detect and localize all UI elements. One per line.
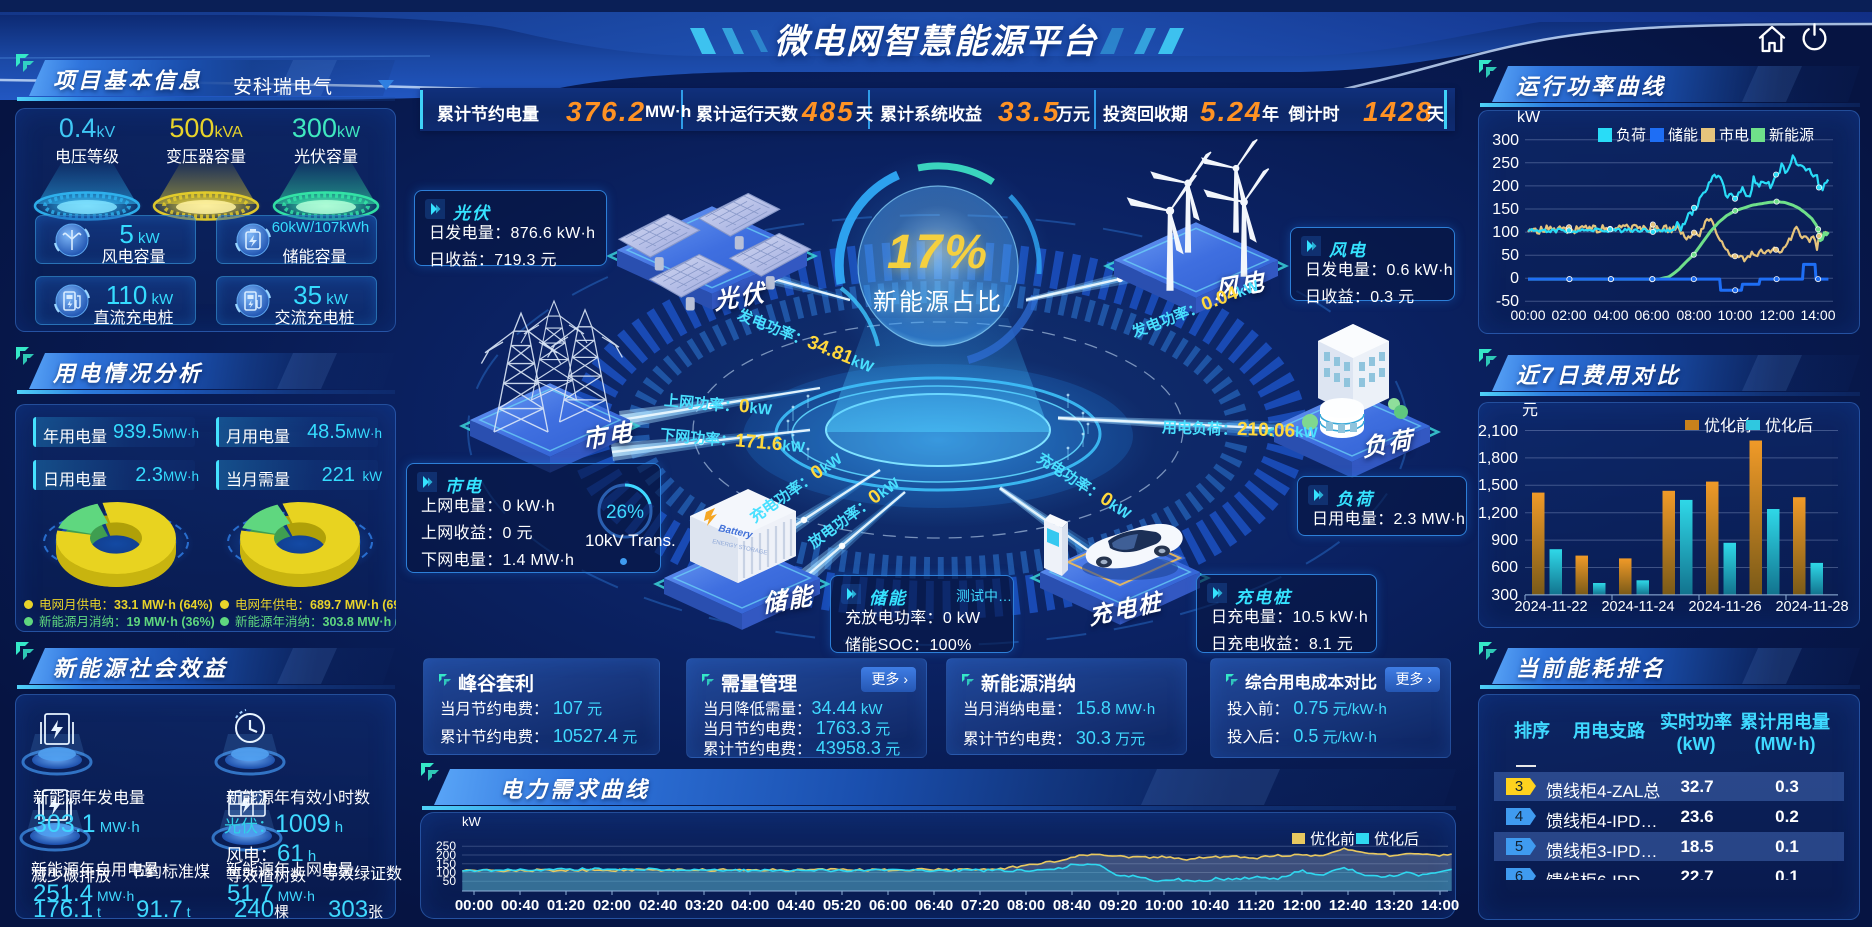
svg-text:10:00: 10:00 bbox=[1145, 897, 1183, 914]
svg-text:优化前: 优化前 bbox=[1704, 417, 1752, 435]
svg-text:12:00: 12:00 bbox=[1283, 897, 1321, 914]
svg-text:06:00: 06:00 bbox=[869, 897, 907, 914]
svg-text:00:00: 00:00 bbox=[455, 897, 493, 914]
svg-text:100: 100 bbox=[1492, 224, 1519, 241]
svg-text:02:00: 02:00 bbox=[1551, 307, 1586, 323]
svg-text:200: 200 bbox=[1492, 178, 1519, 195]
svg-text:00:40: 00:40 bbox=[501, 897, 539, 914]
svg-text:600: 600 bbox=[1491, 559, 1518, 576]
svg-text:1,800: 1,800 bbox=[1478, 450, 1518, 467]
svg-text:2024-11-26: 2024-11-26 bbox=[1688, 599, 1761, 615]
svg-text:11:20: 11:20 bbox=[1237, 897, 1275, 914]
svg-text:10:40: 10:40 bbox=[1191, 897, 1229, 914]
svg-text:26%: 26% bbox=[606, 502, 644, 523]
svg-text:元: 元 bbox=[1522, 402, 1538, 419]
svg-text:900: 900 bbox=[1491, 532, 1518, 549]
svg-text:100: 100 bbox=[436, 866, 456, 880]
svg-text:06:40: 06:40 bbox=[915, 897, 953, 914]
svg-text:07:20: 07:20 bbox=[961, 897, 999, 914]
svg-text:2024-11-28: 2024-11-28 bbox=[1775, 599, 1848, 615]
svg-text:08:00: 08:00 bbox=[1676, 307, 1711, 323]
svg-text:14:00: 14:00 bbox=[1800, 307, 1835, 323]
svg-text:12:00: 12:00 bbox=[1759, 307, 1794, 323]
svg-text:2024-11-24: 2024-11-24 bbox=[1601, 599, 1674, 615]
svg-text:4: 4 bbox=[1515, 808, 1523, 825]
svg-text:00:00: 00:00 bbox=[1510, 307, 1545, 323]
svg-text:08:00: 08:00 bbox=[1007, 897, 1045, 914]
svg-text:150: 150 bbox=[1492, 201, 1519, 218]
svg-text:200: 200 bbox=[436, 848, 456, 862]
svg-text:06:00: 06:00 bbox=[1634, 307, 1669, 323]
svg-text:12:40: 12:40 bbox=[1329, 897, 1367, 914]
svg-text:250: 250 bbox=[436, 839, 456, 853]
svg-text:04:00: 04:00 bbox=[1593, 307, 1628, 323]
svg-text:优化后: 优化后 bbox=[1374, 831, 1419, 848]
svg-text:2,100: 2,100 bbox=[1478, 423, 1518, 440]
svg-text:优化后: 优化后 bbox=[1765, 417, 1813, 435]
svg-text:05:20: 05:20 bbox=[823, 897, 861, 914]
svg-text:6: 6 bbox=[1515, 868, 1523, 880]
svg-text:3: 3 bbox=[1515, 778, 1523, 795]
svg-text:04:00: 04:00 bbox=[731, 897, 769, 914]
svg-text:02:00: 02:00 bbox=[593, 897, 631, 914]
svg-text:14:00: 14:00 bbox=[1421, 897, 1459, 914]
svg-text:1,500: 1,500 bbox=[1478, 477, 1518, 494]
svg-text:50: 50 bbox=[443, 874, 457, 888]
svg-text:新能源: 新能源 bbox=[1769, 127, 1814, 144]
svg-text:-50: -50 bbox=[1496, 293, 1519, 310]
svg-text:储能: 储能 bbox=[1668, 127, 1698, 144]
svg-text:市电: 市电 bbox=[1719, 127, 1749, 144]
svg-text:kW: kW bbox=[1517, 109, 1541, 126]
svg-text:5: 5 bbox=[1515, 838, 1523, 855]
svg-text:13:20: 13:20 bbox=[1375, 897, 1413, 914]
svg-text:150: 150 bbox=[436, 857, 456, 871]
svg-text:负荷: 负荷 bbox=[1616, 127, 1646, 144]
svg-text:2024-11-22: 2024-11-22 bbox=[1514, 599, 1587, 615]
svg-text:250: 250 bbox=[1492, 155, 1519, 172]
svg-text:kW: kW bbox=[462, 814, 482, 829]
svg-text:01:20: 01:20 bbox=[547, 897, 585, 914]
svg-text:优化前: 优化前 bbox=[1310, 831, 1355, 848]
svg-text:50: 50 bbox=[1501, 247, 1519, 264]
svg-text:300: 300 bbox=[1491, 587, 1518, 604]
svg-text:300: 300 bbox=[1492, 132, 1519, 149]
svg-text:02:40: 02:40 bbox=[639, 897, 677, 914]
svg-text:03:20: 03:20 bbox=[685, 897, 723, 914]
svg-text:0: 0 bbox=[1510, 270, 1519, 287]
svg-text:09:20: 09:20 bbox=[1099, 897, 1137, 914]
svg-text:08:40: 08:40 bbox=[1053, 897, 1091, 914]
svg-text:1,200: 1,200 bbox=[1478, 505, 1518, 522]
svg-text:10:00: 10:00 bbox=[1717, 307, 1752, 323]
svg-text:04:40: 04:40 bbox=[777, 897, 815, 914]
